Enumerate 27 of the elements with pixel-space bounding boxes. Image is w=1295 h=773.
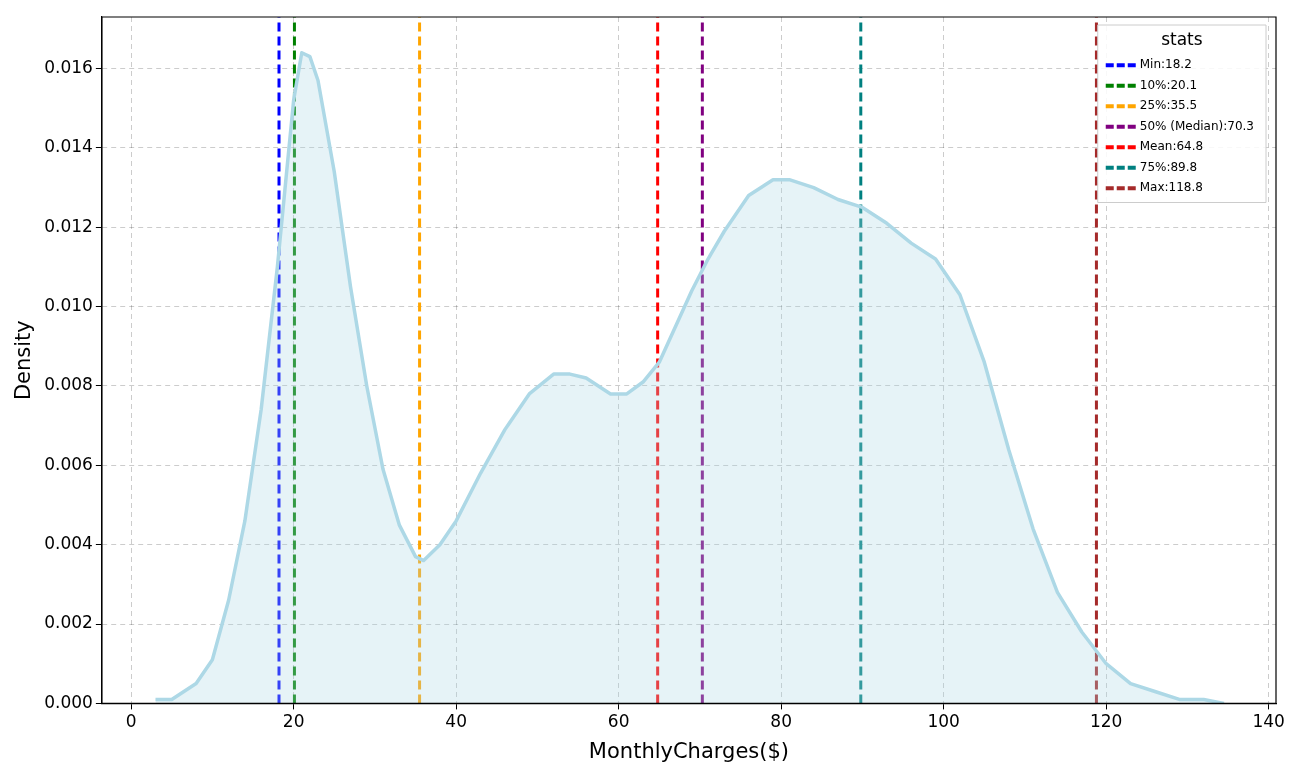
legend-label: Min:18.2 (1139, 57, 1192, 72)
legend-label: 50% (Median):70.3 (1139, 118, 1255, 133)
legend-title: stats (1161, 29, 1203, 50)
legend-label: 25%:35.5 (1139, 98, 1198, 113)
x-tick-label: 80 (770, 711, 792, 732)
x-tick-label: 140 (1252, 711, 1285, 732)
y-tick-label: 0.010 (44, 295, 93, 316)
legend-label: Mean:64.8 (1139, 139, 1204, 154)
y-tick-label: 0.016 (44, 57, 93, 77)
x-tick-label: 100 (927, 711, 960, 732)
legend-label: 10%:20.1 (1139, 77, 1198, 92)
y-axis-title: Density (11, 320, 36, 401)
x-tick-label: 0 (125, 711, 137, 732)
x-axis-title: MonthlyCharges($) (588, 738, 789, 763)
y-tick-label: 0.012 (44, 215, 93, 236)
x-tick-label: 40 (445, 711, 467, 732)
x-tick-label: 60 (607, 711, 630, 732)
y-tick-label: 0.008 (44, 374, 93, 395)
legend-label: Max:118.8 (1139, 180, 1203, 195)
x-tick-label: 20 (282, 711, 305, 732)
y-tick-label: 0.002 (44, 612, 93, 633)
y-tick-label: 0.000 (44, 691, 93, 712)
y-tick-label: 0.004 (44, 533, 93, 554)
x-tick-label: 120 (1089, 711, 1123, 732)
legend-label: 75%:89.8 (1139, 159, 1198, 174)
y-tick-label: 0.014 (44, 136, 93, 157)
y-tick-label: 0.006 (44, 453, 93, 474)
